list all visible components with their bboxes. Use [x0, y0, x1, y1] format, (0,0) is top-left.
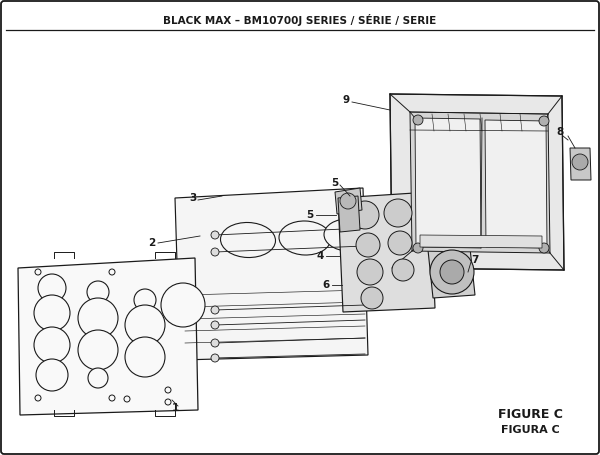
Text: 3: 3: [190, 193, 197, 203]
Ellipse shape: [78, 298, 118, 338]
Ellipse shape: [211, 306, 219, 314]
Text: 8: 8: [556, 127, 563, 137]
Polygon shape: [410, 112, 550, 253]
Polygon shape: [390, 94, 564, 270]
Text: 1: 1: [172, 403, 179, 413]
Polygon shape: [485, 120, 547, 248]
Ellipse shape: [165, 387, 171, 393]
Ellipse shape: [361, 287, 383, 309]
Ellipse shape: [413, 115, 423, 125]
Text: 9: 9: [343, 95, 350, 105]
Ellipse shape: [134, 289, 156, 311]
Ellipse shape: [324, 219, 372, 251]
Ellipse shape: [125, 337, 165, 377]
Ellipse shape: [211, 321, 219, 329]
Ellipse shape: [34, 327, 70, 363]
Ellipse shape: [351, 201, 379, 229]
Text: 7: 7: [472, 255, 479, 265]
Polygon shape: [175, 188, 368, 360]
Ellipse shape: [124, 396, 130, 402]
Ellipse shape: [357, 259, 383, 285]
Ellipse shape: [38, 274, 66, 302]
Ellipse shape: [440, 260, 464, 284]
Polygon shape: [338, 192, 435, 312]
Ellipse shape: [539, 243, 549, 253]
Ellipse shape: [211, 354, 219, 362]
Polygon shape: [415, 118, 481, 248]
Text: 5: 5: [307, 210, 314, 220]
Polygon shape: [18, 258, 198, 415]
Ellipse shape: [211, 248, 219, 256]
Polygon shape: [335, 188, 362, 214]
Text: 4: 4: [316, 251, 323, 261]
Text: BLACK MAX – BM10700J SERIES / SÉRIE / SERIE: BLACK MAX – BM10700J SERIES / SÉRIE / SE…: [163, 14, 437, 26]
Ellipse shape: [161, 283, 205, 327]
Ellipse shape: [87, 281, 109, 303]
Text: FIGURA C: FIGURA C: [500, 425, 559, 435]
Polygon shape: [428, 248, 475, 298]
Ellipse shape: [211, 231, 219, 239]
Ellipse shape: [413, 243, 423, 253]
Ellipse shape: [221, 222, 275, 258]
Ellipse shape: [430, 250, 474, 294]
Ellipse shape: [340, 193, 356, 209]
Ellipse shape: [388, 231, 412, 255]
Ellipse shape: [211, 339, 219, 347]
Ellipse shape: [109, 269, 115, 275]
Ellipse shape: [125, 305, 165, 345]
Text: 5: 5: [331, 178, 338, 188]
Ellipse shape: [539, 116, 549, 126]
Polygon shape: [570, 148, 591, 180]
Ellipse shape: [36, 359, 68, 391]
Ellipse shape: [35, 395, 41, 401]
Ellipse shape: [88, 368, 108, 388]
Ellipse shape: [109, 395, 115, 401]
Ellipse shape: [35, 269, 41, 275]
Text: FIGURE C: FIGURE C: [497, 409, 562, 421]
Ellipse shape: [279, 221, 331, 255]
Ellipse shape: [356, 233, 380, 257]
Ellipse shape: [392, 259, 414, 281]
Polygon shape: [338, 196, 360, 232]
Ellipse shape: [384, 199, 412, 227]
Polygon shape: [420, 235, 542, 248]
Ellipse shape: [572, 154, 588, 170]
Text: 6: 6: [322, 280, 329, 290]
Ellipse shape: [78, 330, 118, 370]
Ellipse shape: [165, 399, 171, 405]
Ellipse shape: [34, 295, 70, 331]
Text: 2: 2: [148, 238, 155, 248]
